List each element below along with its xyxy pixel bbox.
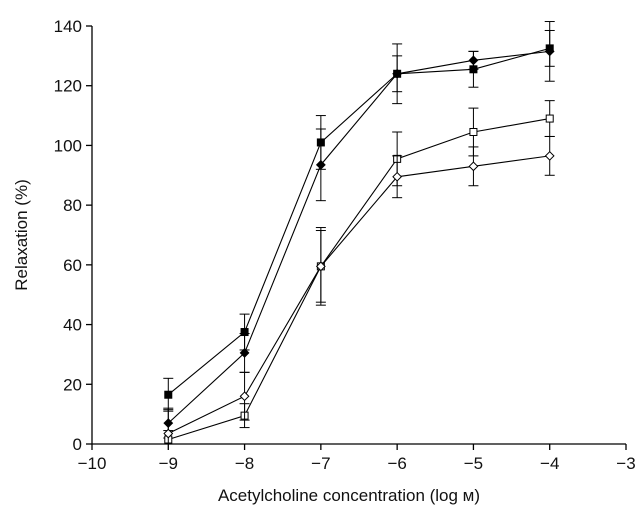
data-point	[164, 390, 173, 399]
data-point	[544, 46, 555, 57]
y-tick-label: 140	[54, 17, 82, 36]
series-line	[168, 155, 550, 435]
y-tick-label: 60	[63, 256, 82, 275]
x-tick-label: −5	[464, 454, 483, 473]
x-tick-label: −4	[540, 454, 559, 473]
y-axis-title: Relaxation (%)	[12, 179, 31, 291]
data-point	[239, 391, 250, 402]
data-point	[392, 171, 403, 182]
data-point	[468, 55, 479, 66]
data-point	[239, 348, 250, 358]
data-point	[392, 68, 403, 79]
data-point	[544, 150, 555, 161]
y-tick-label: 20	[63, 375, 82, 394]
data-point	[545, 114, 554, 123]
data-point	[163, 428, 174, 439]
axes: 0 20 40 60 80 100 120 140 −10 −9 −8 −7 −6 −5 −4 −3	[54, 17, 635, 473]
x-tick-label: −8	[235, 454, 254, 473]
x-tick-label: −7	[311, 454, 330, 473]
y-tick-label: 100	[54, 136, 82, 155]
series-line	[167, 50, 550, 424]
y-tick-label: 120	[54, 77, 82, 96]
x-tick-label: −3	[616, 454, 635, 473]
x-tick-label: −9	[159, 454, 178, 473]
series-2	[163, 21, 555, 439]
series-layer	[163, 21, 555, 445]
series-line	[167, 47, 550, 396]
data-point	[469, 127, 478, 136]
x-tick-label: −6	[387, 454, 406, 473]
data-point	[315, 159, 326, 170]
data-point	[315, 261, 326, 272]
series-4	[163, 135, 555, 445]
x-axis-title: Acetylcholine concentration (log м)	[218, 486, 480, 505]
series-line	[168, 118, 550, 441]
series-3	[163, 100, 555, 445]
y-tick-label: 80	[63, 196, 82, 215]
y-tick-label: 0	[73, 435, 82, 454]
data-point	[468, 161, 479, 172]
y-tick-label: 40	[63, 316, 82, 335]
x-tick-label: −10	[78, 454, 107, 473]
